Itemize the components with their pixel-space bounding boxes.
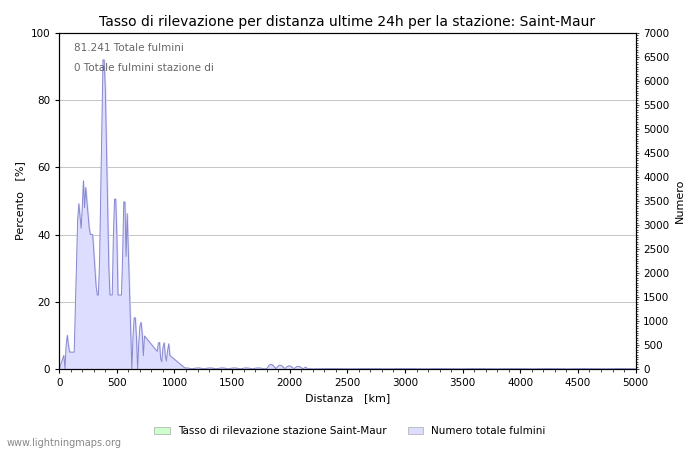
Text: 81.241 Totale fulmini: 81.241 Totale fulmini (74, 43, 183, 53)
X-axis label: Distanza   [km]: Distanza [km] (304, 393, 390, 404)
Y-axis label: Numero: Numero (675, 179, 685, 223)
Y-axis label: Percento   [%]: Percento [%] (15, 162, 25, 240)
Legend: Tasso di rilevazione stazione Saint-Maur, Numero totale fulmini: Tasso di rilevazione stazione Saint-Maur… (150, 422, 550, 440)
Text: 0 Totale fulmini stazione di: 0 Totale fulmini stazione di (74, 63, 214, 73)
Title: Tasso di rilevazione per distanza ultime 24h per la stazione: Saint-Maur: Tasso di rilevazione per distanza ultime… (99, 15, 596, 29)
Text: www.lightningmaps.org: www.lightningmaps.org (7, 438, 122, 448)
